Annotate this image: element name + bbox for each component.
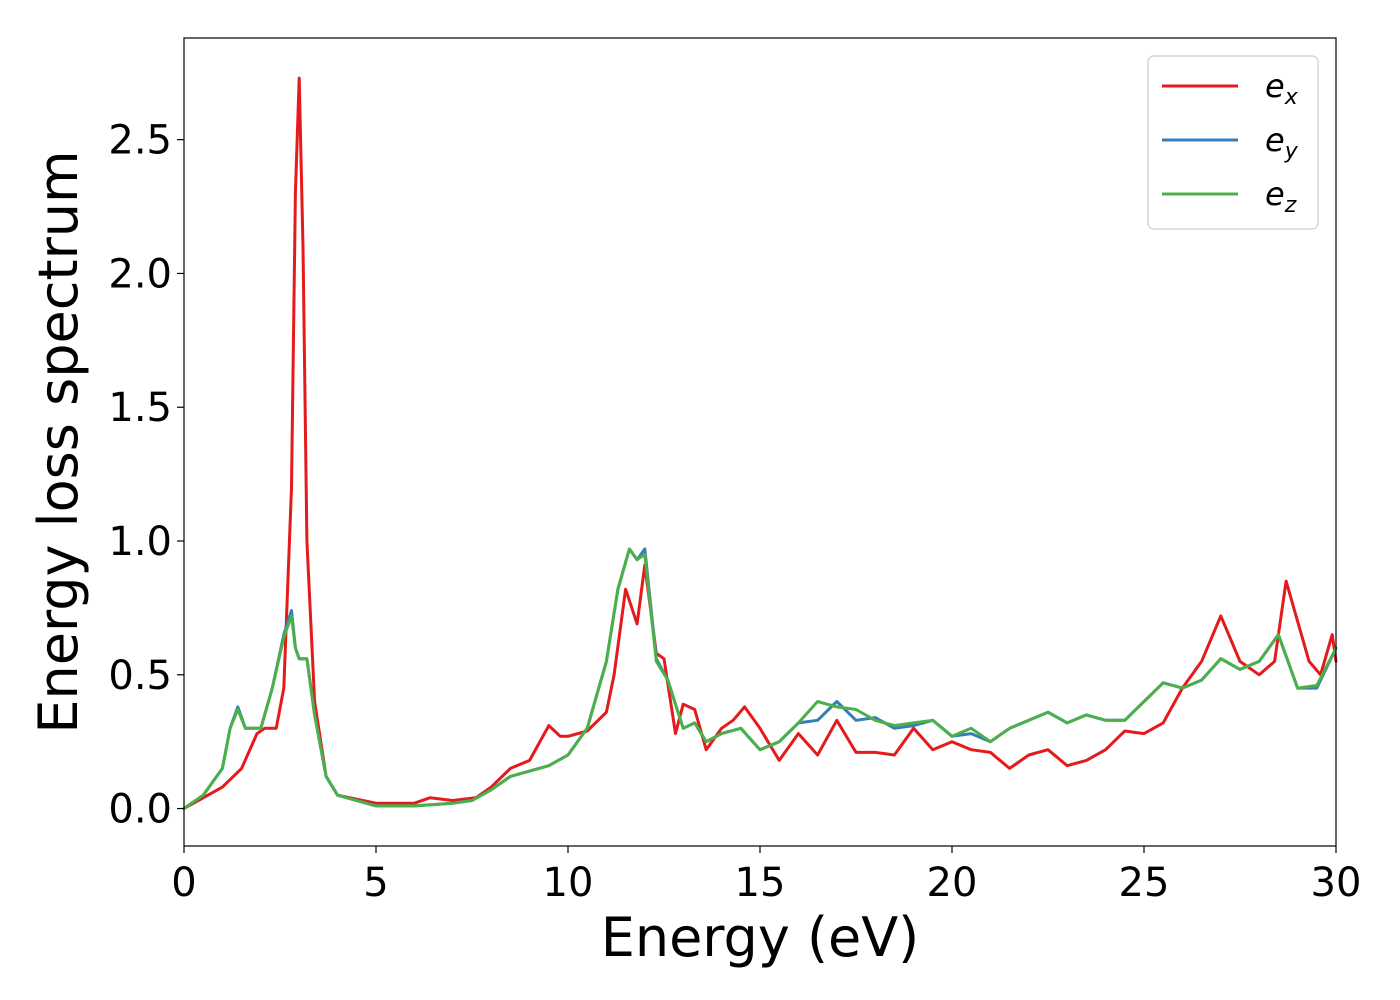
x-tick-label: 25 xyxy=(1119,860,1170,906)
x-axis: 0 5 10 15 20 25 30 xyxy=(171,846,1361,906)
legend-items: ex ey ez xyxy=(1162,67,1299,218)
x-tick-label: 20 xyxy=(927,860,978,906)
y-axis-title: Energy loss spectrum xyxy=(27,150,90,733)
series-layer xyxy=(182,76,1338,810)
y-tick-label: 0.5 xyxy=(108,653,172,699)
y-tick-label: 2.0 xyxy=(108,251,172,297)
x-tick-label: 10 xyxy=(543,860,594,906)
legend-label-z: ez xyxy=(1265,175,1297,218)
x-tick-label: 15 xyxy=(735,860,786,906)
y-axis: 0.0 0.5 1.0 1.5 2.0 2.5 xyxy=(108,118,184,833)
legend-label-x: ex xyxy=(1265,67,1299,110)
series-line-z xyxy=(182,547,1338,810)
legend: ex ey ez xyxy=(1147,55,1319,230)
legend-box xyxy=(1147,55,1319,230)
y-tick-label: 1.5 xyxy=(108,385,172,431)
series-line-y xyxy=(182,547,1338,810)
y-tick-label: 2.5 xyxy=(108,118,172,164)
x-tick-label: 0 xyxy=(171,860,196,906)
x-tick-label: 30 xyxy=(1311,860,1362,906)
y-tick-label: 0.0 xyxy=(108,787,172,833)
x-tick-label: 5 xyxy=(363,860,388,906)
y-tick-label: 1.0 xyxy=(108,519,172,565)
x-axis-title: Energy (eV) xyxy=(601,906,920,969)
legend-label-y: ey xyxy=(1265,121,1299,164)
